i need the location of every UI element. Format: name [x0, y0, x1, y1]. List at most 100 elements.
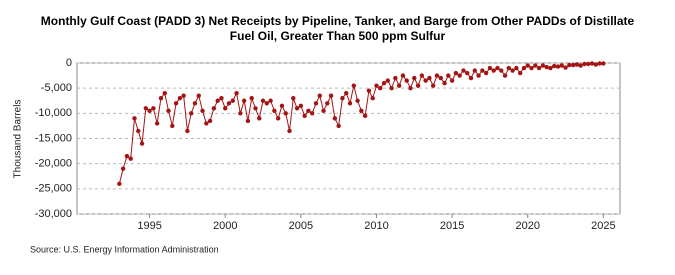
series-line	[118, 62, 604, 184]
data-point	[230, 98, 235, 103]
data-point	[574, 62, 580, 67]
y-tick-label: -20,000	[35, 158, 72, 170]
data-point	[521, 65, 527, 71]
data-point	[245, 118, 251, 124]
data-point	[177, 96, 183, 101]
data-point	[408, 85, 413, 91]
data-point	[283, 111, 288, 116]
data-point	[393, 75, 398, 81]
data-point	[453, 70, 459, 76]
data-point	[449, 78, 455, 83]
x-tick-label: 2020	[515, 220, 539, 232]
data-point	[389, 85, 394, 91]
data-point	[442, 80, 447, 86]
data-point	[151, 106, 156, 111]
data-point	[313, 101, 319, 106]
x-tick-label: 2025	[591, 220, 615, 232]
data-point	[294, 106, 300, 111]
data-point	[582, 61, 587, 67]
chart-title: Monthly Gulf Coast (PADD 3) Net Receipts…	[40, 14, 635, 43]
data-point	[370, 96, 375, 101]
data-point	[476, 73, 481, 78]
data-point	[204, 121, 209, 126]
data-point	[332, 116, 338, 121]
data-point	[446, 73, 451, 78]
data-point	[321, 108, 326, 114]
y-tick-label: -5,000	[41, 82, 72, 94]
data-point	[412, 75, 417, 81]
x-tick-label: 2010	[364, 220, 388, 232]
data-point	[344, 91, 349, 96]
x-tick-label: 1995	[137, 220, 161, 232]
data-point	[328, 93, 334, 98]
data-point	[419, 73, 425, 78]
data-point	[457, 73, 462, 78]
data-point	[495, 65, 500, 71]
data-point	[306, 108, 311, 114]
data-point	[234, 91, 239, 96]
data-point	[136, 128, 141, 134]
data-point	[170, 123, 175, 129]
data-point	[260, 98, 266, 103]
data-point	[570, 62, 576, 68]
data-point	[241, 98, 247, 103]
data-point	[317, 93, 322, 98]
data-point	[480, 68, 485, 73]
data-point	[400, 73, 406, 78]
data-point	[162, 91, 167, 96]
data-point	[540, 63, 546, 68]
data-point	[181, 93, 186, 98]
data-point	[196, 93, 201, 98]
y-tick-label: 0	[66, 57, 72, 69]
data-point	[438, 75, 443, 81]
data-point	[491, 68, 496, 73]
y-tick-label: -15,000	[35, 132, 72, 144]
data-point	[207, 118, 213, 124]
data-point	[340, 96, 345, 101]
data-point	[597, 61, 602, 66]
data-point	[374, 83, 379, 88]
data-point	[552, 63, 557, 69]
data-point	[529, 65, 534, 71]
data-point	[567, 62, 572, 68]
data-point	[309, 111, 315, 116]
data-point	[468, 75, 474, 81]
data-point	[563, 65, 568, 70]
data-point	[215, 98, 220, 103]
data-point	[544, 64, 549, 70]
data-point	[589, 61, 595, 66]
data-point	[287, 128, 292, 134]
x-tick-label: 2005	[289, 220, 313, 232]
data-point	[223, 106, 228, 111]
data-point	[536, 65, 542, 71]
data-point	[559, 63, 564, 68]
data-point	[366, 88, 372, 93]
data-point	[510, 68, 515, 73]
data-point	[238, 111, 243, 116]
data-point	[325, 101, 330, 106]
data-point	[139, 141, 145, 146]
data-point	[291, 96, 296, 101]
data-point	[487, 65, 493, 71]
data-point	[415, 83, 421, 88]
data-point	[378, 85, 383, 91]
data-point	[268, 98, 273, 103]
data-point	[249, 96, 254, 101]
data-point	[396, 83, 402, 88]
data-point	[272, 108, 277, 114]
y-axis-label: Thousand Barrels	[13, 100, 24, 179]
data-point	[555, 64, 561, 69]
data-point	[499, 68, 504, 73]
data-point	[200, 108, 205, 114]
data-point	[431, 83, 436, 88]
data-point	[226, 101, 232, 106]
data-point	[423, 78, 428, 83]
data-point	[147, 108, 152, 114]
data-point	[347, 101, 353, 106]
data-point	[586, 61, 591, 67]
data-point	[302, 113, 307, 119]
data-point	[117, 181, 122, 186]
data-point	[517, 70, 523, 76]
data-point	[253, 106, 258, 111]
